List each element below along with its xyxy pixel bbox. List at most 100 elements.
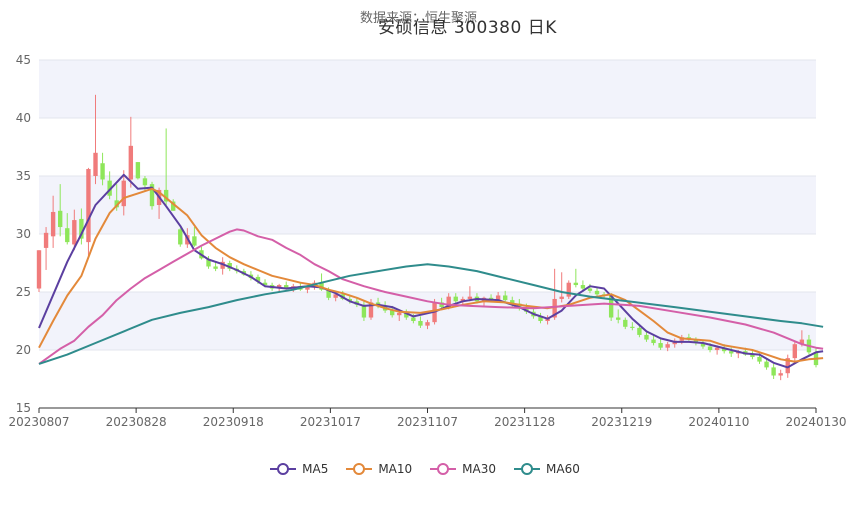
x-tick-label: 20240110 bbox=[688, 415, 749, 429]
x-tick-label: 20230918 bbox=[203, 415, 264, 429]
candle-body bbox=[93, 152, 98, 176]
candle-body bbox=[559, 296, 564, 299]
candle-body bbox=[142, 178, 148, 186]
candle-body bbox=[135, 162, 141, 179]
candle-body bbox=[566, 282, 571, 297]
legend-item-ma30[interactable]: MA30 bbox=[430, 462, 496, 476]
candle-body bbox=[764, 361, 769, 368]
chart-legend: MA5 MA10 MA30 MA60 bbox=[0, 462, 850, 476]
candle-body bbox=[206, 259, 211, 267]
candle-body bbox=[799, 339, 805, 345]
legend-label: MA10 bbox=[378, 462, 413, 476]
candle-body bbox=[36, 250, 42, 289]
candle-body bbox=[192, 236, 197, 246]
candle-body bbox=[707, 346, 713, 350]
y-tick-label: 35 bbox=[16, 169, 31, 183]
candle-body bbox=[397, 312, 402, 316]
candle-body bbox=[517, 303, 522, 309]
candle-body bbox=[750, 354, 755, 357]
legend-marker-icon bbox=[270, 463, 297, 475]
candle-body bbox=[368, 302, 374, 318]
legend-marker-icon bbox=[346, 463, 373, 475]
x-tick-label: 20240130 bbox=[785, 415, 846, 429]
y-tick-label: 45 bbox=[16, 53, 31, 67]
candle-body bbox=[114, 200, 119, 208]
candle-body bbox=[637, 327, 642, 335]
candle-body bbox=[651, 339, 656, 344]
legend-label: MA60 bbox=[546, 462, 580, 476]
y-tick-label: 30 bbox=[16, 227, 31, 241]
candle-body bbox=[439, 302, 444, 308]
y-tick-label: 15 bbox=[16, 401, 31, 415]
candle-body bbox=[107, 180, 112, 196]
x-tick-label: 20231017 bbox=[300, 415, 361, 429]
candle-body bbox=[58, 210, 63, 228]
candle-body bbox=[467, 296, 473, 299]
chart-subtitle: 数据来源：恒生聚源 bbox=[360, 11, 478, 26]
legend-item-ma60[interactable]: MA60 bbox=[514, 462, 580, 476]
candle-body bbox=[665, 344, 670, 348]
candle-body bbox=[319, 282, 324, 290]
candle-body bbox=[453, 296, 458, 302]
candle-body bbox=[284, 285, 289, 289]
candle-body bbox=[700, 343, 706, 347]
candle-body bbox=[79, 218, 84, 239]
candlestick-chart: 15 20 25 30 35 40 45 20230807 20230828 20230918 20… bbox=[8, 53, 846, 429]
legend-item-ma10[interactable]: MA10 bbox=[346, 462, 412, 476]
grid-band bbox=[39, 176, 816, 234]
candle-body bbox=[573, 282, 579, 286]
candle-body bbox=[721, 347, 727, 352]
candle-body bbox=[149, 184, 155, 207]
legend-marker-icon bbox=[430, 463, 457, 475]
candle-body bbox=[361, 304, 367, 318]
candle-body bbox=[623, 319, 628, 327]
candle-body bbox=[630, 326, 635, 328]
candle-body bbox=[425, 322, 430, 326]
candle-body bbox=[50, 211, 56, 237]
candle-body bbox=[580, 285, 586, 289]
candle-body bbox=[446, 296, 451, 308]
candle-body bbox=[658, 343, 663, 348]
candle-body bbox=[608, 295, 614, 318]
candle-body bbox=[510, 300, 515, 304]
candle-body bbox=[43, 232, 49, 248]
candle-body bbox=[460, 298, 466, 302]
x-tick-label: 20230807 bbox=[8, 415, 69, 429]
x-tick-label: 20231107 bbox=[397, 415, 458, 429]
candle-body bbox=[771, 367, 776, 376]
candle-body bbox=[616, 317, 621, 320]
candle-body bbox=[121, 180, 126, 207]
x-tick-label: 20231128 bbox=[494, 415, 555, 429]
legend-marker-icon bbox=[514, 463, 541, 475]
candle-body bbox=[757, 356, 762, 362]
candle-body bbox=[552, 298, 557, 318]
legend-label: MA5 bbox=[302, 462, 329, 476]
candle-body bbox=[785, 358, 790, 374]
candle-body bbox=[128, 145, 134, 180]
candle-body bbox=[404, 312, 409, 318]
legend-item-ma5[interactable]: MA5 bbox=[270, 462, 328, 476]
x-tick-label: 20230828 bbox=[106, 415, 167, 429]
candle-body bbox=[72, 220, 77, 245]
y-tick-label: 20 bbox=[16, 343, 31, 357]
candle-body bbox=[178, 229, 183, 245]
x-tick-label: 20231219 bbox=[591, 415, 652, 429]
candle-body bbox=[171, 201, 176, 211]
candle-body bbox=[693, 339, 699, 344]
candle-body bbox=[213, 266, 218, 269]
candle-body bbox=[262, 282, 268, 286]
candle-body bbox=[100, 163, 105, 180]
candle-body bbox=[333, 294, 338, 298]
candle-body bbox=[220, 261, 225, 269]
candle-body bbox=[65, 228, 70, 243]
candle-body bbox=[495, 295, 501, 301]
candle-body bbox=[411, 317, 416, 321]
candle-body bbox=[347, 298, 352, 302]
candle-body bbox=[305, 287, 310, 290]
candle-body bbox=[163, 189, 169, 202]
candle-body bbox=[644, 334, 649, 340]
candle-body bbox=[729, 351, 734, 354]
series-line-ma5 bbox=[38, 173, 824, 369]
candle-body bbox=[503, 295, 508, 301]
candle-body bbox=[86, 169, 91, 243]
